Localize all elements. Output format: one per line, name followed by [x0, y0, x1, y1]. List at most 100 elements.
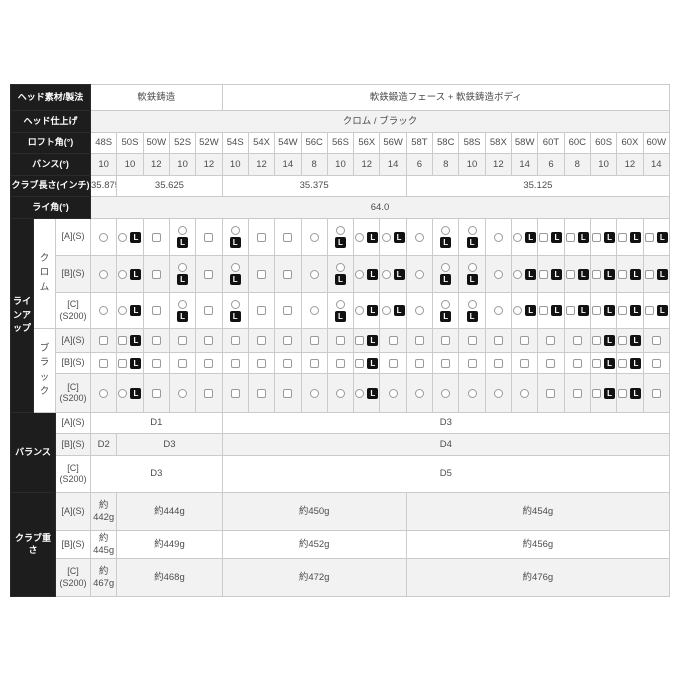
availability-marks [539, 336, 563, 345]
spec-table: ヘッド素材/製法 軟鉄鋳造 軟鉄鍛造フェース + 軟鉄鋳造ボディ ヘッド仕上げ クロム … [10, 84, 671, 597]
availability-marks [302, 336, 326, 345]
availability-marks [381, 358, 405, 368]
cell-loft-angle-58X: 58X [484, 132, 513, 154]
availability-marks: L [539, 231, 563, 243]
square-mark [309, 336, 319, 345]
availability-cell-54X [247, 352, 276, 374]
availability-marks: L [328, 263, 352, 285]
square-mark [592, 269, 602, 279]
square-mark [618, 336, 628, 345]
availability-cell-54X [247, 255, 276, 293]
availability-marks [407, 388, 431, 398]
availability-cell-50S: L [116, 373, 144, 413]
availability-cell-58X [484, 255, 513, 293]
circle-mark [178, 263, 188, 272]
availability-cell-60S: L [589, 328, 618, 353]
circle-mark [230, 226, 240, 235]
availability-cell-60T [537, 328, 565, 353]
availability-marks [486, 306, 510, 315]
availability-cell-58W [510, 328, 539, 353]
availability-cell-56C [300, 352, 328, 374]
square-mark [230, 388, 240, 398]
availability-cell-60S: L [589, 373, 618, 413]
availability-cell-48S [89, 218, 118, 256]
square-mark [441, 358, 451, 368]
availability-marks [197, 232, 221, 242]
availability-marks: L [644, 231, 668, 243]
square-mark [592, 358, 602, 368]
availability-cell-52W [195, 292, 223, 329]
cell-loft-angle-58W: 58W [510, 132, 539, 154]
availability-marks: L [170, 263, 194, 285]
circle-mark [309, 269, 319, 279]
square-mark [309, 358, 319, 368]
row-label-head-finish: ヘッド仕上げ [10, 110, 91, 133]
availability-marks: L [118, 231, 142, 243]
availability-cell-56C [300, 373, 328, 413]
row-label-bounce: バンス(°) [10, 153, 91, 176]
shaft-row-label: [A](S) [55, 328, 91, 353]
availability-marks [407, 358, 431, 368]
availability-cell-56X: L [353, 255, 381, 293]
availability-marks [144, 306, 168, 315]
availability-cell-58T [405, 328, 434, 353]
availability-marks [565, 388, 589, 398]
square-mark [546, 336, 556, 345]
shaft-row-label: [B](S) [55, 433, 91, 456]
availability-cell-58W: L [510, 292, 539, 329]
cell-weight-0-0: 約 442g [89, 492, 118, 531]
cell-loft-angle-52S: 52S [168, 132, 197, 154]
availability-cell-58C: L [432, 292, 460, 329]
availability-cell-60X: L [616, 328, 644, 353]
square-mark [493, 358, 503, 368]
availability-marks [302, 388, 326, 398]
availability-cell-58S: L [458, 292, 486, 329]
cell-bounce-58S: 10 [458, 153, 486, 176]
availability-marks [302, 269, 326, 279]
availability-marks [249, 232, 273, 242]
square-mark [565, 232, 575, 242]
circle-mark [99, 232, 109, 242]
square-mark [151, 232, 161, 242]
shaft-row-label: [C] (S200) [55, 373, 91, 413]
lefty-badge: L [177, 237, 189, 248]
lefty-badge: L [440, 237, 452, 248]
circle-mark [335, 388, 345, 398]
availability-cell-56X: L [353, 373, 381, 413]
circle-mark [99, 388, 109, 398]
cell-loft-angle-50S: 50S [116, 132, 144, 154]
availability-marks [328, 358, 352, 368]
circle-mark [467, 226, 477, 235]
availability-marks [486, 336, 510, 345]
availability-cell-52S [168, 328, 197, 353]
table-row: バンス(°) 10 10 12 10 12 10 12 14 8 10 12 14 6 8 10 12 14 6 8 1… [10, 153, 671, 176]
lefty-badge: L [334, 237, 346, 248]
table-row: バランス [A](S) D1 D3 [10, 412, 671, 493]
availability-cell-56S: L [326, 292, 355, 329]
row-label-club-length: クラブ長さ(インチ) [10, 175, 91, 197]
availability-marks [249, 269, 273, 279]
table-row: [B](S) L L L L [11, 352, 671, 374]
lefty-badge: L [577, 268, 589, 280]
availability-marks: L [460, 263, 484, 285]
square-mark [539, 269, 549, 279]
availability-cell-56S [326, 373, 355, 413]
square-mark [520, 336, 530, 345]
circle-mark [388, 388, 398, 398]
square-mark [592, 306, 602, 315]
availability-marks: L [618, 268, 642, 280]
lefty-badge: L [604, 387, 616, 399]
availability-cell-56C [300, 292, 328, 329]
availability-marks [276, 232, 300, 242]
circle-mark [118, 306, 128, 315]
availability-marks: L [644, 268, 668, 280]
table-row: ロフト角(°) 48S 50S 50W 52S 52W 54S 54X 54W 56C 56S 56X… [10, 132, 671, 154]
cell-loft-angle-56X: 56X [353, 132, 381, 154]
availability-marks: L [618, 387, 642, 399]
availability-cell-56S [326, 352, 355, 374]
row-label-head-material: ヘッド素材/製法 [10, 84, 91, 111]
availability-marks: L [618, 357, 642, 369]
table-row: [C] (S200) 約 467g 約468g 約472g 約476g [11, 558, 671, 597]
availability-marks: L [381, 305, 405, 316]
availability-cell-54X [247, 373, 276, 413]
